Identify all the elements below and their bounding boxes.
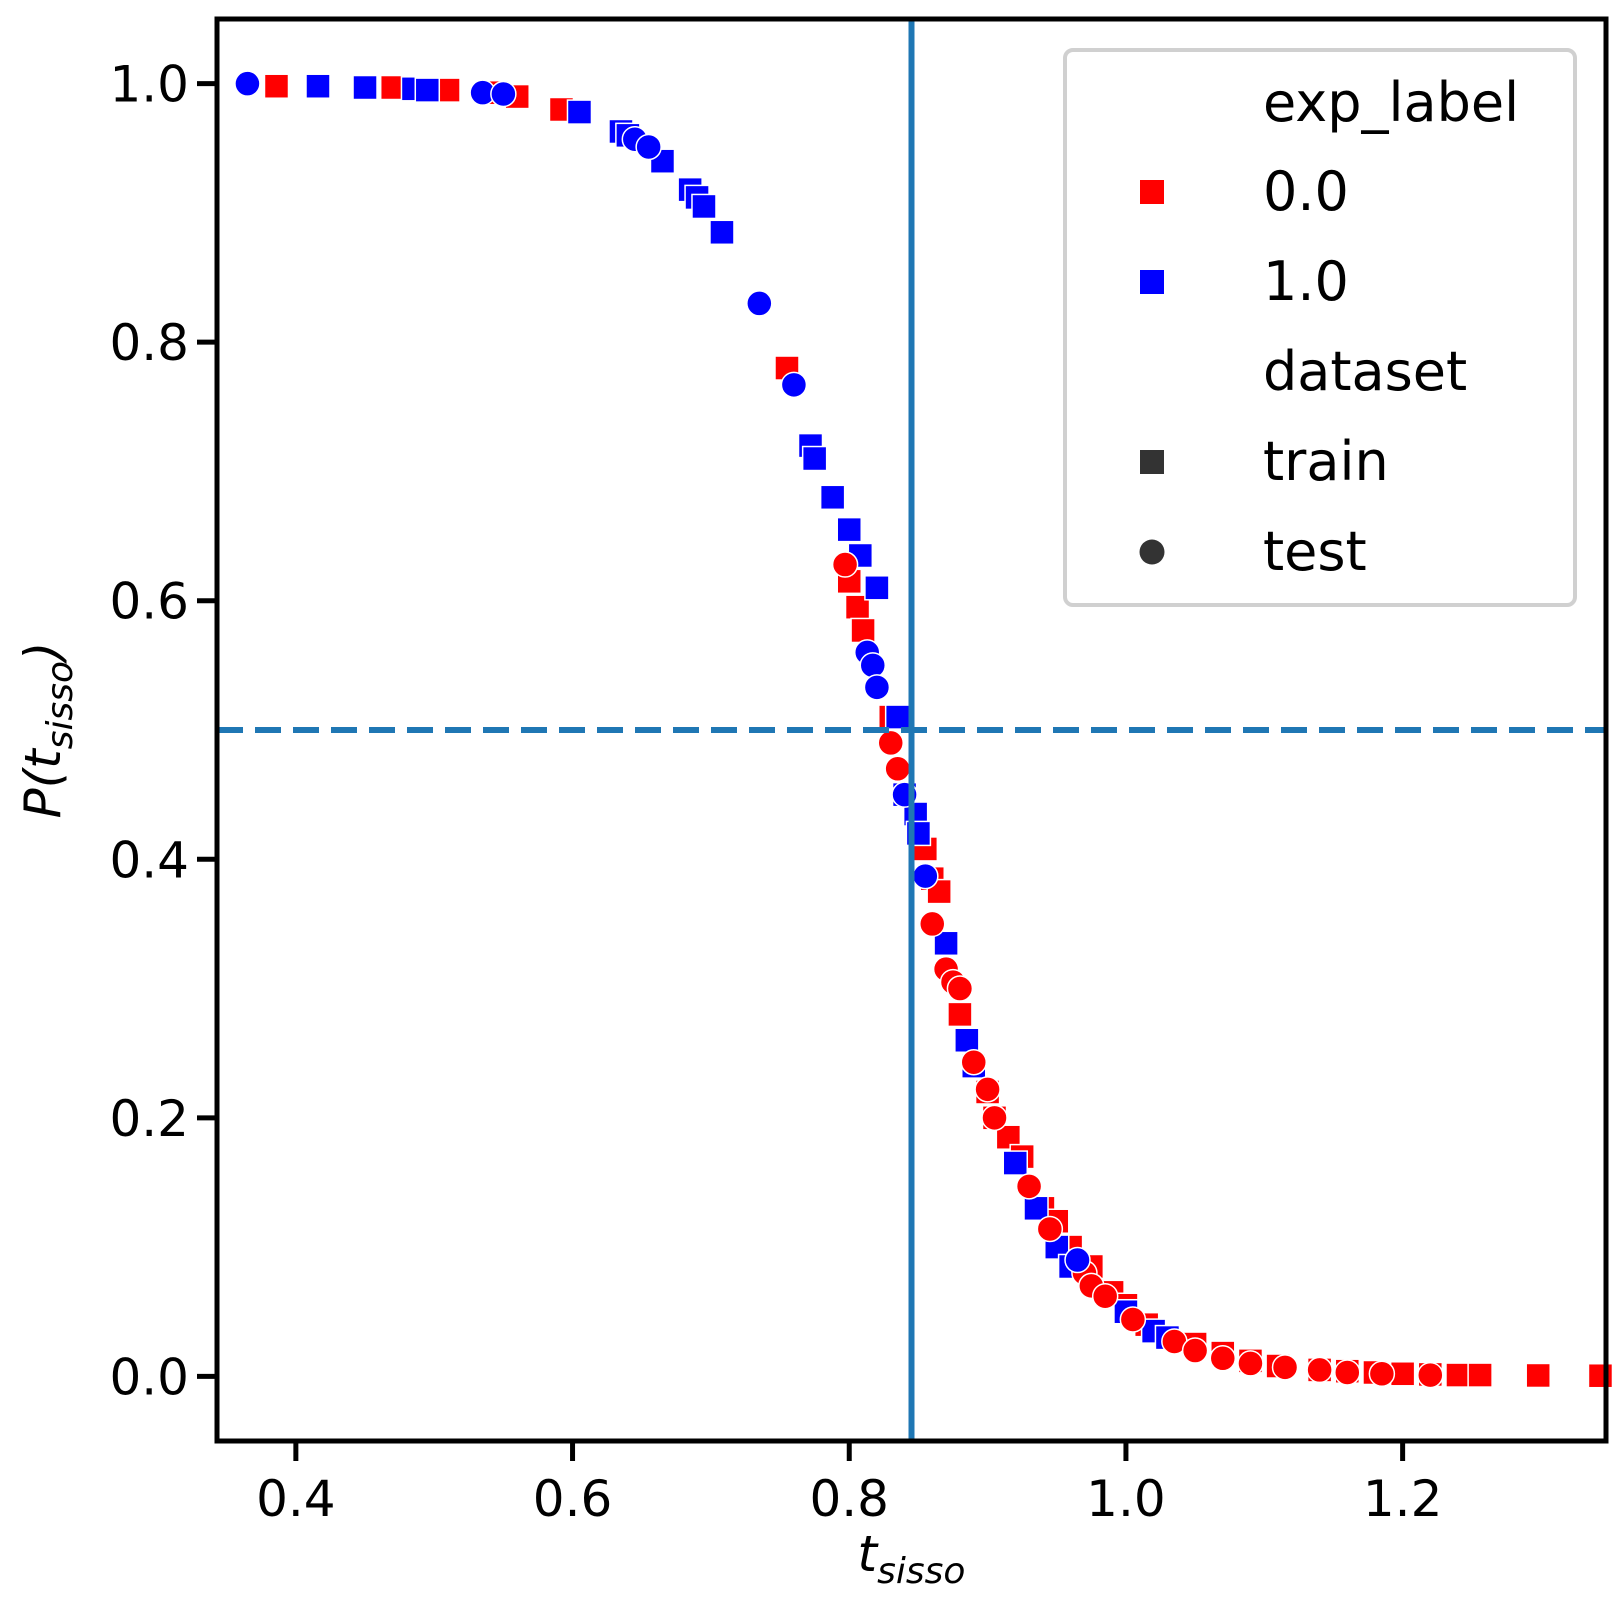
point-test-0.0 — [981, 1104, 1008, 1132]
data-points — [234, 70, 1614, 1389]
point-train-0.0 — [947, 1001, 973, 1028]
point-train-1.0 — [1023, 1195, 1049, 1222]
point-train-1.0 — [836, 516, 862, 543]
y-tick-label: 0.8 — [109, 314, 189, 372]
point-test-0.0 — [1209, 1345, 1237, 1372]
point-train-0.0 — [263, 73, 290, 99]
legend-marker-1.0 — [1140, 270, 1164, 294]
point-train-1.0 — [305, 73, 331, 99]
point-train-0.0 — [1467, 1362, 1493, 1388]
point-train-1.0 — [954, 1027, 980, 1054]
x-tick-label: 0.6 — [533, 1470, 613, 1528]
y-tick-label: 1.0 — [109, 56, 189, 114]
point-test-0.0 — [1334, 1359, 1361, 1386]
point-train-1.0 — [801, 445, 828, 472]
point-test-0.0 — [1091, 1282, 1119, 1310]
point-test-0.0 — [946, 975, 974, 1002]
x-tick-label: 1.2 — [1363, 1470, 1443, 1528]
y-tick-label: 0.6 — [109, 573, 189, 631]
point-test-1.0 — [863, 674, 891, 701]
point-test-0.0 — [1306, 1356, 1333, 1384]
legend: exp_label 0.0 1.0 dataset train test — [1063, 48, 1577, 607]
legend-marker-train — [1140, 450, 1164, 474]
point-train-1.0 — [884, 704, 911, 730]
point-train-1.0 — [819, 484, 846, 511]
point-train-0.0 — [1525, 1362, 1551, 1389]
legend-label-train: train — [1263, 430, 1389, 493]
point-test-1.0 — [912, 862, 939, 890]
point-test-1.0 — [635, 133, 662, 161]
point-test-0.0 — [960, 1048, 988, 1076]
point-train-0.0 — [435, 77, 461, 103]
point-train-1.0 — [352, 74, 378, 101]
legend-box — [1063, 48, 1577, 607]
point-test-1.0 — [490, 80, 517, 108]
point-test-0.0 — [1417, 1361, 1444, 1389]
y-tick-label: 0.2 — [109, 1090, 189, 1148]
y-tick-label: 0.4 — [109, 831, 189, 889]
point-test-0.0 — [884, 755, 911, 783]
point-test-0.0 — [1368, 1360, 1396, 1388]
x-tick-label: 1.0 — [1086, 1470, 1166, 1528]
legend-label-1.0: 1.0 — [1263, 250, 1349, 313]
x-tick-label: 0.8 — [809, 1470, 889, 1528]
legend-label-0.0: 0.0 — [1263, 160, 1349, 223]
point-test-1.0 — [234, 70, 261, 97]
point-test-1.0 — [1064, 1246, 1091, 1274]
point-train-0.0 — [850, 617, 876, 644]
legend-marker-test — [1139, 539, 1165, 565]
point-test-1.0 — [780, 371, 808, 399]
point-train-1.0 — [1002, 1150, 1029, 1176]
point-train-1.0 — [864, 575, 890, 601]
point-test-1.0 — [746, 290, 773, 317]
x-tick-label: 0.4 — [256, 1470, 336, 1528]
point-train-0.0 — [1445, 1362, 1471, 1388]
legend-marker-0.0 — [1140, 180, 1164, 204]
point-test-0.0 — [1015, 1173, 1043, 1200]
point-test-0.0 — [877, 729, 904, 757]
point-test-0.0 — [974, 1076, 1001, 1103]
point-test-0.0 — [919, 910, 946, 938]
point-test-0.0 — [831, 551, 859, 578]
y-tick-label: 0.0 — [109, 1348, 189, 1406]
point-test-1.0 — [859, 652, 887, 679]
point-train-0.0 — [1587, 1362, 1614, 1389]
legend-label-test: test — [1263, 520, 1367, 583]
legend-hue-title: exp_label — [1263, 71, 1519, 134]
point-train-0.0 — [379, 74, 406, 101]
point-test-0.0 — [1237, 1350, 1264, 1377]
point-test-0.0 — [1119, 1306, 1147, 1333]
point-train-1.0 — [709, 219, 735, 246]
point-train-1.0 — [414, 77, 441, 103]
legend-style-title: dataset — [1263, 340, 1467, 403]
point-test-0.0 — [1036, 1215, 1064, 1243]
plot-frame — [214, 16, 1609, 1444]
y-axis-label: P(tsisso) — [14, 641, 81, 818]
point-train-1.0 — [566, 99, 593, 125]
point-test-0.0 — [1181, 1337, 1209, 1364]
x-axis-label: tsisso — [858, 1525, 966, 1592]
point-train-1.0 — [691, 193, 717, 220]
point-test-0.0 — [1271, 1354, 1299, 1381]
axis-ticks: 0.4 0.6 0.8 1.0 1.2 0.0 0.2 0.4 0.6 0.8 1.0 — [109, 56, 1442, 1528]
